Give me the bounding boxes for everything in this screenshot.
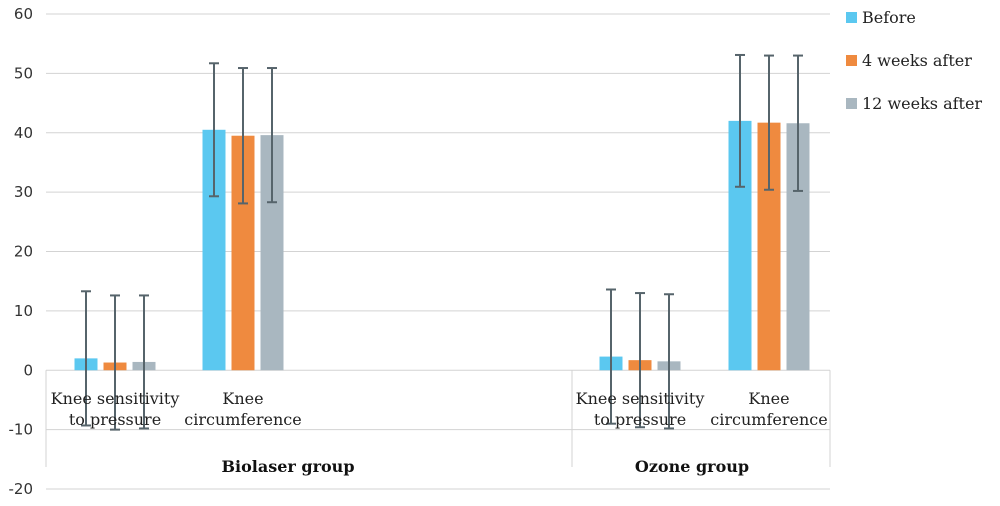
bar — [202, 129, 226, 371]
bar — [260, 135, 284, 371]
bars — [74, 120, 810, 371]
legend-label: Before — [862, 8, 916, 27]
y-tick-label: 20 — [14, 243, 33, 261]
group-label: Ozone group — [635, 457, 749, 476]
gridlines — [46, 13, 830, 490]
category-label: Knee — [748, 389, 789, 408]
group-labels: Biolaser group Ozone group — [221, 457, 749, 476]
category-label: Knee — [222, 389, 263, 408]
legend-swatch — [846, 55, 857, 66]
y-tick-label: -10 — [9, 421, 34, 439]
error-bars — [81, 53, 803, 431]
y-axis-ticks: -20 -10 0 10 20 30 40 50 60 — [9, 5, 34, 498]
y-tick-label: 60 — [14, 5, 33, 23]
group-label: Biolaser group — [221, 457, 354, 476]
bar — [786, 123, 810, 371]
bar — [231, 135, 255, 371]
y-tick-label: 50 — [14, 64, 33, 82]
category-labels: Knee sensitivity to pressure Knee circumfer… — [51, 389, 828, 429]
category-label: Knee sensitivity — [51, 389, 180, 408]
category-label: to pressure — [594, 410, 686, 429]
category-label: to pressure — [69, 410, 161, 429]
legend-label: 12 weeks after — [862, 94, 982, 113]
category-label: circumference — [710, 410, 827, 429]
bar — [728, 120, 752, 371]
y-tick-label: 0 — [23, 361, 33, 379]
y-tick-label: -20 — [9, 480, 34, 498]
legend: Before 4 weeks after 12 weeks after — [846, 8, 982, 113]
category-label: Knee sensitivity — [576, 389, 705, 408]
bar — [757, 122, 781, 371]
y-tick-label: 10 — [14, 302, 33, 320]
group-separators — [45, 370, 831, 467]
legend-swatch — [846, 12, 857, 23]
category-label: circumference — [184, 410, 301, 429]
y-tick-label: 30 — [14, 183, 33, 201]
y-tick-label: 40 — [14, 124, 33, 142]
legend-label: 4 weeks after — [862, 51, 972, 70]
legend-swatch — [846, 98, 857, 109]
